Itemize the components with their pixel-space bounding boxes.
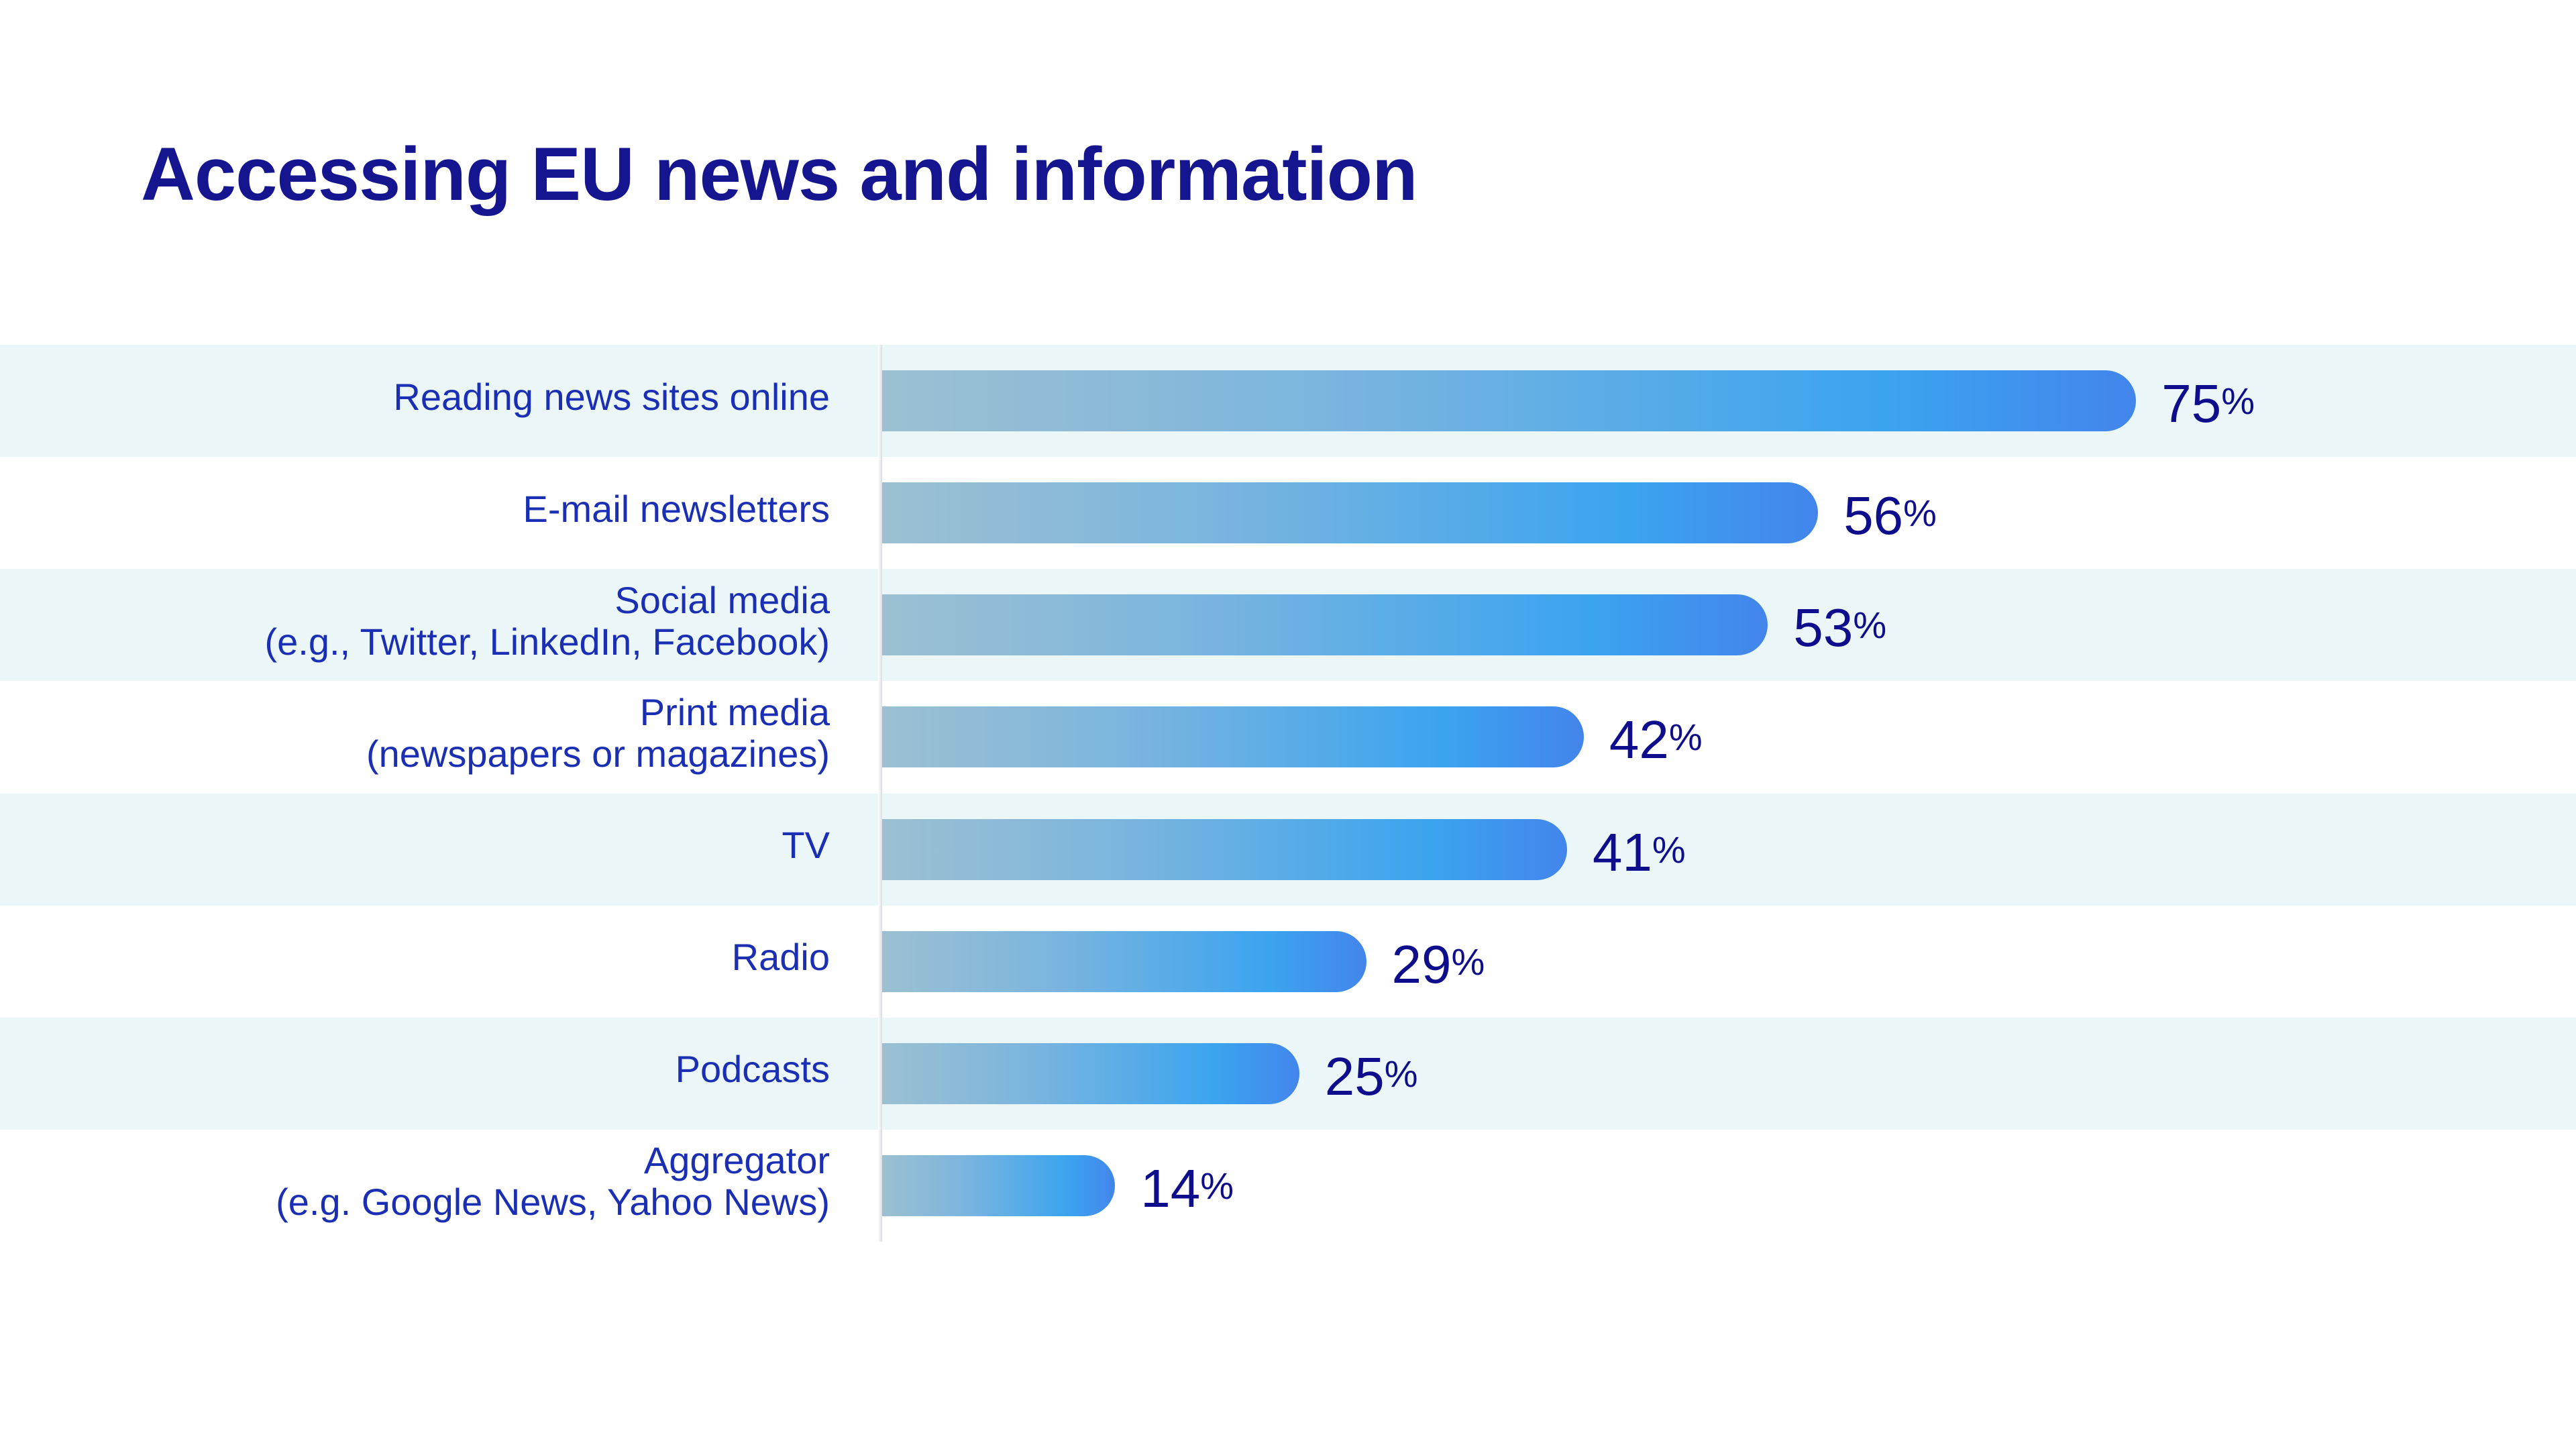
data-label: 29% (1392, 934, 1485, 995)
data-label-suffix: % (2221, 380, 2255, 423)
data-label-value: 14 (1140, 1158, 1201, 1218)
data-label-value: 75 (2161, 374, 2222, 434)
data-label-suffix: % (1200, 1164, 1234, 1207)
category-label: Podcasts (676, 1049, 830, 1090)
data-label: 42% (1609, 709, 1703, 770)
category-label-line: E-mail newsletters (523, 487, 830, 530)
data-label-value: 41 (1592, 822, 1652, 882)
data-label-suffix: % (1668, 716, 1703, 759)
category-label-line: (e.g. Google News, Yahoo News) (276, 1181, 830, 1224)
category-label-line: Podcasts (675, 1048, 830, 1091)
data-label-suffix: % (1903, 492, 1937, 535)
category-label: Print media (newspapers or magazines) (366, 690, 830, 775)
category-label-line: Reading news sites online (393, 375, 830, 418)
category-label: Aggregator (e.g. Google News, Yahoo News) (276, 1140, 830, 1223)
bar (881, 930, 1366, 992)
category-label-line: (newspapers or magazines) (366, 732, 830, 775)
chart-row: Reading news sites online 75% (0, 345, 2576, 458)
chart-row: TV 41% (0, 793, 2576, 906)
chart-row: Podcasts 25% (0, 1017, 2576, 1130)
data-label: 75% (2161, 373, 2255, 434)
category-label: TV (782, 824, 830, 866)
data-label-suffix: % (1451, 940, 1485, 983)
chart-title: Accessing EU news and information (141, 132, 1417, 216)
category-label-line: TV (782, 824, 830, 867)
bar (881, 594, 1768, 656)
bar (881, 1155, 1116, 1216)
chart-row: Radio 29% (0, 906, 2576, 1018)
data-label-suffix: % (1853, 604, 1887, 647)
category-label: Reading news sites online (393, 376, 830, 418)
category-label-line: Aggregator (643, 1139, 830, 1182)
category-label-line: (e.g., Twitter, LinkedIn, Facebook) (264, 620, 830, 663)
category-label-line: Print media (639, 690, 830, 733)
data-label-value: 56 (1843, 486, 1904, 546)
data-label: 41% (1593, 822, 1686, 883)
data-label-value: 25 (1324, 1046, 1385, 1106)
data-label: 14% (1140, 1158, 1234, 1219)
data-label-value: 42 (1609, 710, 1669, 770)
bar (881, 1042, 1299, 1104)
category-label: E-mail newsletters (523, 488, 830, 530)
data-label: 25% (1325, 1046, 1418, 1107)
category-label: Social media (e.g., Twitter, LinkedIn, Fa… (264, 578, 830, 663)
data-label-value: 29 (1391, 934, 1452, 994)
bar (881, 370, 2137, 432)
data-label: 56% (1843, 485, 1937, 546)
chart-row: E-mail newsletters 56% (0, 457, 2576, 569)
chart-row: Print media (newspapers or magazines) 42% (0, 681, 2576, 793)
data-label-value: 53 (1793, 598, 1854, 658)
bar (881, 818, 1567, 880)
bar (881, 706, 1584, 768)
data-label-suffix: % (1652, 828, 1686, 871)
data-label-suffix: % (1384, 1052, 1418, 1095)
category-label-line: Radio (731, 936, 830, 979)
y-axis-line (878, 345, 882, 1242)
chart-row: Social media (e.g., Twitter, LinkedIn, Fa… (0, 569, 2576, 682)
category-label-line: Social media (614, 578, 830, 621)
chart-row: Aggregator (e.g. Google News, Yahoo News)… (0, 1130, 2576, 1242)
bar (881, 482, 1819, 544)
data-label: 53% (1793, 597, 1886, 658)
category-label: Radio (732, 936, 830, 978)
bar-chart: Reading news sites online 75% E-mail newsl… (0, 345, 2576, 1242)
